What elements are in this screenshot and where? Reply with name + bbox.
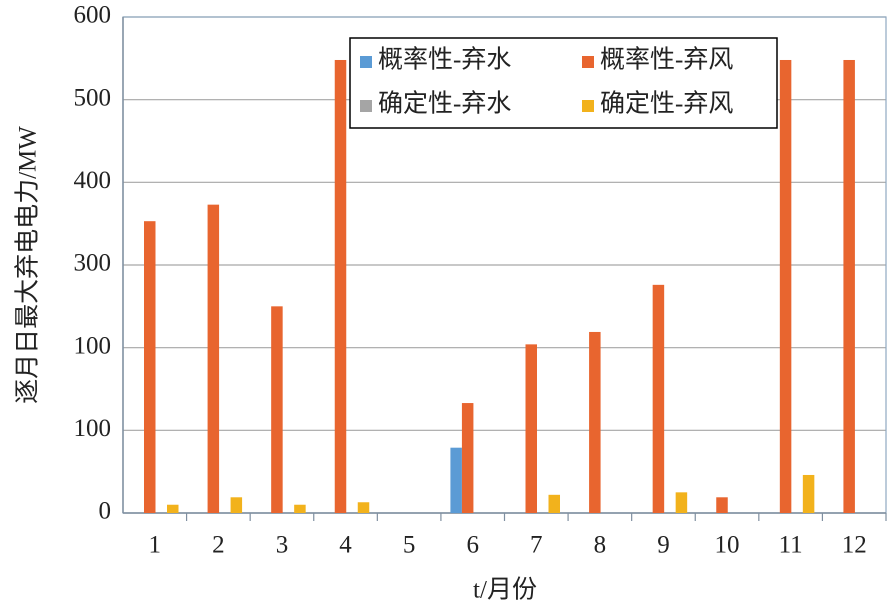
- bar: [230, 497, 243, 513]
- bar: [548, 494, 560, 513]
- bar: [802, 474, 815, 513]
- x-tick-label: 1: [149, 532, 162, 559]
- bar: [271, 306, 283, 513]
- bar: [167, 504, 179, 513]
- bar: [843, 59, 855, 514]
- x-tick-label: 2: [212, 532, 225, 559]
- legend-label: 确定性-弃风: [600, 90, 733, 118]
- x-tick-label: 5: [403, 532, 416, 559]
- x-tick-label: 10: [715, 532, 740, 559]
- legend-box: [349, 37, 778, 129]
- bar: [675, 492, 688, 513]
- x-tick-label: 11: [779, 532, 803, 559]
- bar: [589, 331, 601, 513]
- x-tick-label: 7: [530, 532, 543, 559]
- bar: [334, 59, 347, 514]
- bar: [461, 403, 474, 513]
- y-tick-label: 100: [74, 332, 112, 359]
- legend-label: 确定性-弃水: [378, 90, 511, 118]
- y-tick-label: 0: [99, 498, 112, 525]
- bar: [450, 447, 462, 513]
- bar: [779, 59, 792, 514]
- bar: [294, 504, 306, 513]
- legend-label: 概率性-弃风: [600, 46, 733, 74]
- legend-swatch: [582, 100, 594, 112]
- x-tick-label: 9: [657, 532, 670, 559]
- bar: [716, 497, 728, 513]
- bar: [525, 344, 537, 513]
- y-axis-label: 逐月日最大弃电电力/MW: [14, 126, 42, 404]
- y-tick-label: 400: [74, 167, 112, 194]
- legend-swatch: [360, 100, 372, 112]
- bar: [652, 284, 665, 513]
- bar: [207, 204, 220, 514]
- legend-swatch: [360, 56, 372, 68]
- x-tick-label: 8: [594, 532, 607, 559]
- x-tick-label: 4: [339, 532, 352, 559]
- bar: [144, 221, 156, 514]
- y-tick-label: 500: [74, 84, 112, 111]
- legend-swatch: [582, 56, 594, 68]
- y-tick-label: 300: [74, 250, 112, 277]
- y-tick-label: 100: [74, 415, 112, 442]
- legend-label: 概率性-弃水: [378, 46, 511, 74]
- x-tick-label: 3: [276, 532, 289, 559]
- x-axis-label: t/月份: [473, 576, 537, 604]
- x-tick-label: 12: [842, 532, 867, 559]
- x-tick-label: 6: [466, 532, 479, 559]
- bar: [357, 502, 370, 513]
- y-tick-label: 600: [74, 2, 112, 29]
